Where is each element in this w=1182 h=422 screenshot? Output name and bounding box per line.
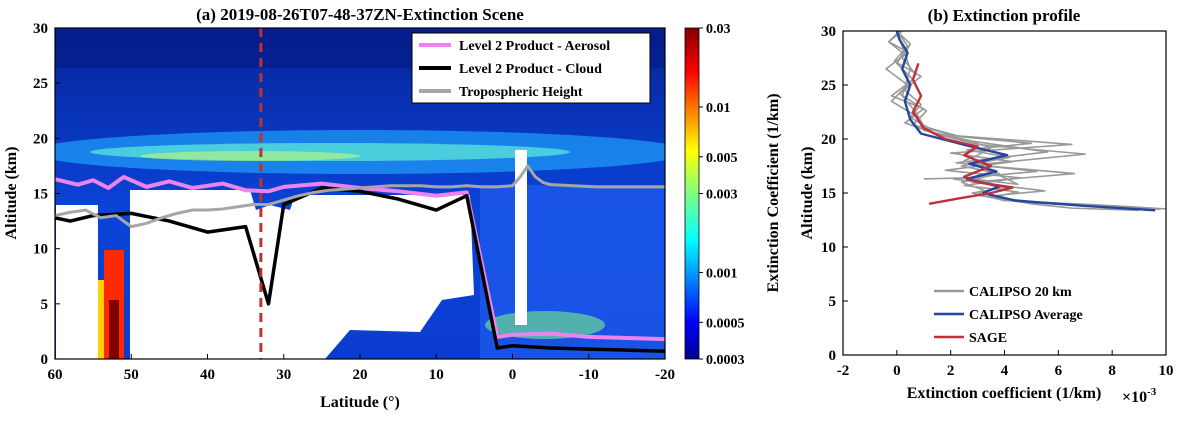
missing-data-strip [515, 150, 527, 325]
x-tick-label-b: 0 [893, 363, 901, 379]
profile-calipso20-0 [896, 31, 1161, 210]
x-axis-b: -2 0 2 4 6 8 10 [837, 350, 1174, 379]
legend-label-calipso-avg: CALIPSO Average [969, 308, 1083, 323]
colorbar-label: Extinction Coefficient (1/km) [765, 93, 782, 292]
x-tick-label-a: 0 [509, 367, 517, 383]
colorbar: 0.03 0.01 0.005 0.003 0.001 0.0005 0.0003 Exti… [684, 22, 782, 368]
cloud-mask-left [56, 205, 98, 359]
legend-b: CALIPSO 20 km CALIPSO Average SAGE [934, 285, 1083, 346]
x-tick-label-a: 10 [429, 367, 444, 383]
panel-b-title: (b) Extinction profile [928, 6, 1081, 25]
legend-a: Level 2 Product - Aerosol Level 2 Produc… [411, 32, 651, 104]
y-axis-a: 0 5 10 15 20 25 30 [33, 21, 60, 368]
y-tick-label-b: 0 [829, 348, 837, 364]
legend-label-sage: SAGE [969, 331, 1007, 346]
x-tick-label-b: 10 [1159, 363, 1174, 379]
x-tick-label-b: 4 [1001, 363, 1009, 379]
y-tick-label-b: 30 [821, 24, 836, 40]
colorbar-tick-label: 0.03 [706, 22, 731, 37]
x-axis-label-a: Latitude (°) [320, 394, 400, 411]
profile-series-1 [895, 31, 1156, 212]
x-tick-label-a: 50 [124, 367, 139, 383]
x-tick-label-b: 2 [947, 363, 955, 379]
colorbar-tick-label: 0.0005 [706, 316, 745, 331]
y-tick-label-a: 20 [33, 131, 48, 147]
colorbar-gradient [684, 27, 700, 360]
legend-label-calipso20: CALIPSO 20 km [969, 285, 1072, 300]
legend-a-box [411, 32, 651, 104]
y-tick-label-b: 5 [829, 294, 837, 310]
profile-lines [885, 31, 1166, 212]
panel-b: (b) Extinction profile -2 0 2 4 6 8 10 0510152… [799, 6, 1174, 406]
x-tick-label-a: 20 [353, 367, 368, 383]
x-axis-label-b: Extinction coefficient (1/km) [907, 385, 1102, 402]
y-tick-label-a: 15 [33, 187, 48, 203]
x-tick-label-b: -2 [837, 363, 850, 379]
aerosol-layer-peak [140, 151, 360, 161]
y-tick-label-b: 20 [821, 132, 836, 148]
y-tick-label-b: 10 [821, 240, 836, 256]
y-tick-label-b: 15 [821, 186, 836, 202]
x-tick-label-b: 6 [1055, 363, 1063, 379]
y-tick-label-b: 25 [821, 78, 836, 94]
y-axis-label-a: Altitude (km) [3, 147, 20, 240]
legend-label-aerosol: Level 2 Product - Aerosol [459, 39, 610, 54]
colorbar-tick-label: 0.01 [706, 101, 731, 116]
profile-calipso20-2 [885, 31, 1166, 210]
panel-a-title: (a) 2019-08-26T07-48-37ZN-Extinction Sce… [196, 5, 524, 24]
y-tick-label-a: 10 [33, 242, 48, 258]
x-tick-label-a: -10 [579, 367, 599, 383]
profile-calipso20-3 [893, 31, 1126, 209]
profile-calipso20-4 [896, 31, 1019, 186]
y-axis-label-b: Altitude (km) [799, 147, 816, 240]
x-tick-label-a: -20 [655, 367, 675, 383]
x-tick-label-a: 40 [200, 367, 215, 383]
plot-frame-b [842, 30, 1167, 356]
y-tick-label-a: 5 [41, 297, 49, 313]
colorbar-tick-label: 0.003 [706, 188, 738, 203]
colorbar-ticks: 0.03 0.01 0.005 0.003 0.001 0.0005 0.0003 [699, 22, 745, 368]
legend-label-tropopause: Tropospheric Height [459, 85, 583, 100]
colorbar-tick-label: 0.0003 [706, 353, 745, 368]
x-tick-label-a: 30 [276, 367, 291, 383]
profile-series-2 [911, 63, 1014, 205]
dust-plume-edge [98, 280, 104, 359]
x-axis-a: 60 50 40 30 20 10 0 -10 -20 [48, 354, 675, 383]
colorbar-tick-label: 0.001 [706, 266, 738, 281]
y-tick-label-a: 0 [41, 352, 49, 368]
panel-a: (a) 2019-08-26T07-48-37ZN-Extinction Sce… [3, 5, 782, 411]
y-axis-b: 0 5 10 15 20 25 30 [821, 24, 848, 364]
series-line-0 [55, 174, 665, 342]
dust-plume-core [109, 300, 119, 359]
x-axis-multiplier: ×10-3 [1122, 386, 1157, 406]
x-tick-label-b: 8 [1108, 363, 1116, 379]
x-tick-label-a: 60 [48, 367, 63, 383]
y-tick-label-a: 25 [33, 76, 48, 92]
legend-label-cloud: Level 2 Product - Cloud [459, 62, 602, 77]
series-line-2 [55, 164, 665, 229]
overlay-lines [55, 164, 665, 354]
colorbar-tick-label: 0.005 [706, 151, 738, 166]
y-tick-label-a: 30 [33, 21, 48, 37]
